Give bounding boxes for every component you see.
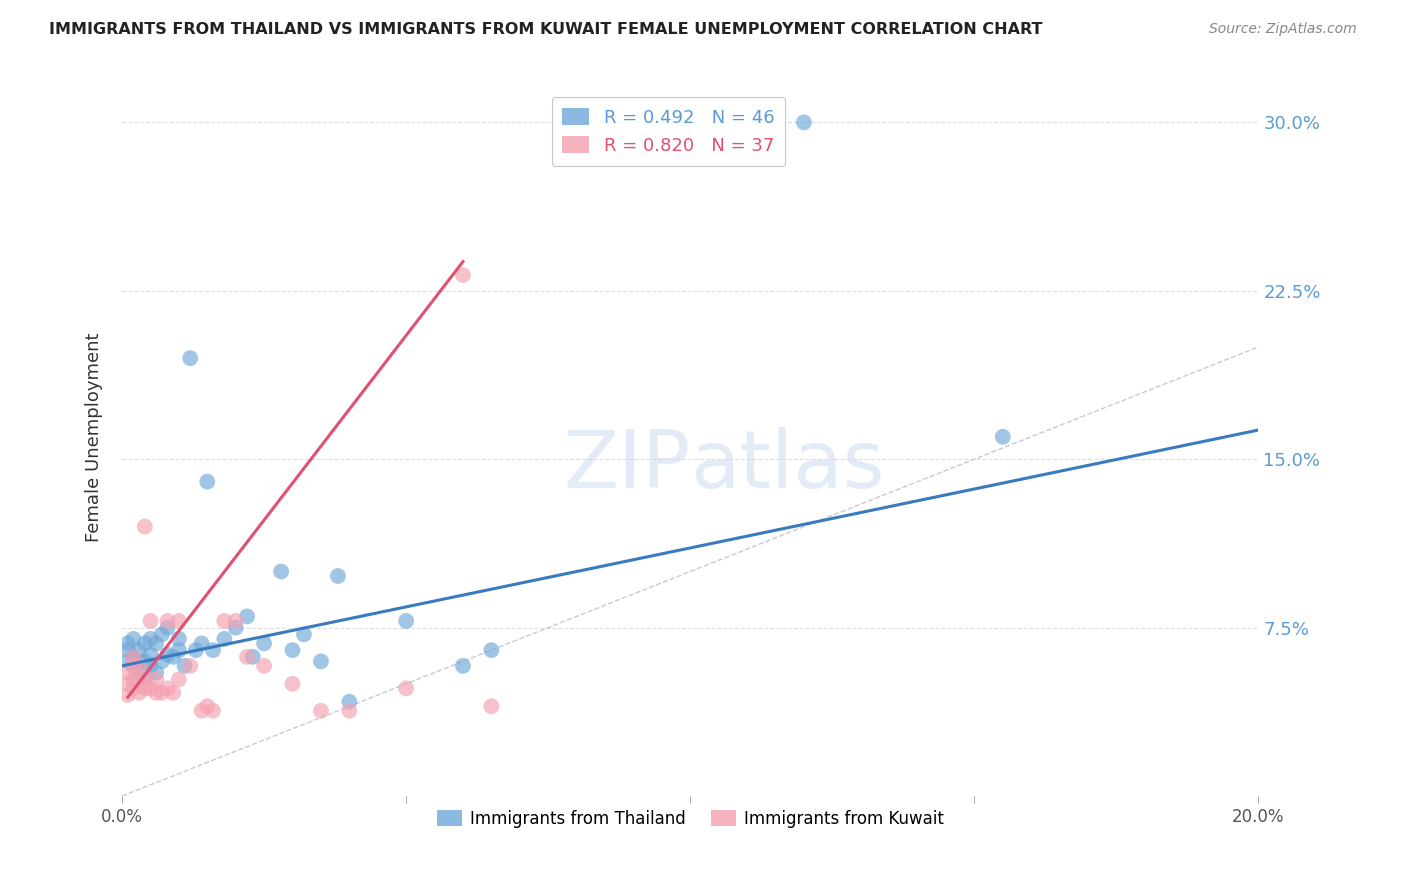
Point [167, 673, 190, 687]
Point [292, 627, 315, 641]
Point [201, 643, 224, 657]
Point [139, 632, 162, 646]
Point [270, 565, 292, 579]
Point [281, 677, 304, 691]
Point [451, 268, 474, 282]
Point [395, 681, 418, 696]
Point [173, 658, 195, 673]
Point [139, 658, 162, 673]
Point [242, 649, 264, 664]
Point [145, 686, 167, 700]
Point [156, 614, 179, 628]
Point [162, 686, 184, 700]
Point [214, 632, 236, 646]
Point [162, 649, 184, 664]
Point [122, 649, 145, 664]
Point [134, 636, 156, 650]
Point [991, 430, 1014, 444]
Point [225, 621, 247, 635]
Point [179, 658, 201, 673]
Point [122, 658, 145, 673]
Point [117, 654, 139, 668]
Point [122, 649, 145, 664]
Point [167, 614, 190, 628]
Text: Source: ZipAtlas.com: Source: ZipAtlas.com [1209, 22, 1357, 37]
Point [309, 704, 332, 718]
Point [117, 643, 139, 657]
Point [214, 614, 236, 628]
Point [128, 665, 150, 680]
Point [134, 670, 156, 684]
Point [150, 686, 173, 700]
Point [122, 658, 145, 673]
Point [236, 649, 259, 664]
Point [156, 648, 179, 662]
Text: ZIP: ZIP [562, 426, 690, 505]
Point [253, 636, 276, 650]
Point [167, 632, 190, 646]
Point [395, 614, 418, 628]
Point [128, 658, 150, 673]
Point [253, 658, 276, 673]
Point [122, 681, 145, 696]
Point [225, 614, 247, 628]
Legend: Immigrants from Thailand, Immigrants from Kuwait: Immigrants from Thailand, Immigrants fro… [430, 803, 950, 835]
Point [190, 704, 212, 718]
Point [134, 673, 156, 687]
Point [145, 636, 167, 650]
Point [128, 673, 150, 687]
Point [451, 658, 474, 673]
Y-axis label: Female Unemployment: Female Unemployment [86, 332, 103, 541]
Point [309, 654, 332, 668]
Point [479, 643, 502, 657]
Point [117, 688, 139, 702]
Point [150, 627, 173, 641]
Point [117, 677, 139, 691]
Point [128, 654, 150, 668]
Point [134, 681, 156, 696]
Point [479, 699, 502, 714]
Point [793, 115, 815, 129]
Point [117, 665, 139, 680]
Point [167, 643, 190, 657]
Point [139, 648, 162, 662]
Point [150, 654, 173, 668]
Point [145, 673, 167, 687]
Point [134, 654, 156, 668]
Point [195, 699, 218, 714]
Point [337, 704, 360, 718]
Point [195, 475, 218, 489]
Point [337, 695, 360, 709]
Point [179, 351, 201, 366]
Text: IMMIGRANTS FROM THAILAND VS IMMIGRANTS FROM KUWAIT FEMALE UNEMPLOYMENT CORRELATI: IMMIGRANTS FROM THAILAND VS IMMIGRANTS F… [49, 22, 1043, 37]
Point [281, 643, 304, 657]
Point [184, 643, 207, 657]
Point [134, 519, 156, 533]
Text: atlas: atlas [690, 426, 884, 505]
Point [326, 569, 349, 583]
Point [139, 681, 162, 696]
Point [128, 643, 150, 657]
Point [190, 636, 212, 650]
Point [139, 614, 162, 628]
Point [156, 621, 179, 635]
Point [156, 681, 179, 696]
Point [128, 686, 150, 700]
Point [236, 609, 259, 624]
Point [145, 665, 167, 680]
Point [122, 673, 145, 687]
Point [122, 632, 145, 646]
Point [117, 636, 139, 650]
Point [201, 704, 224, 718]
